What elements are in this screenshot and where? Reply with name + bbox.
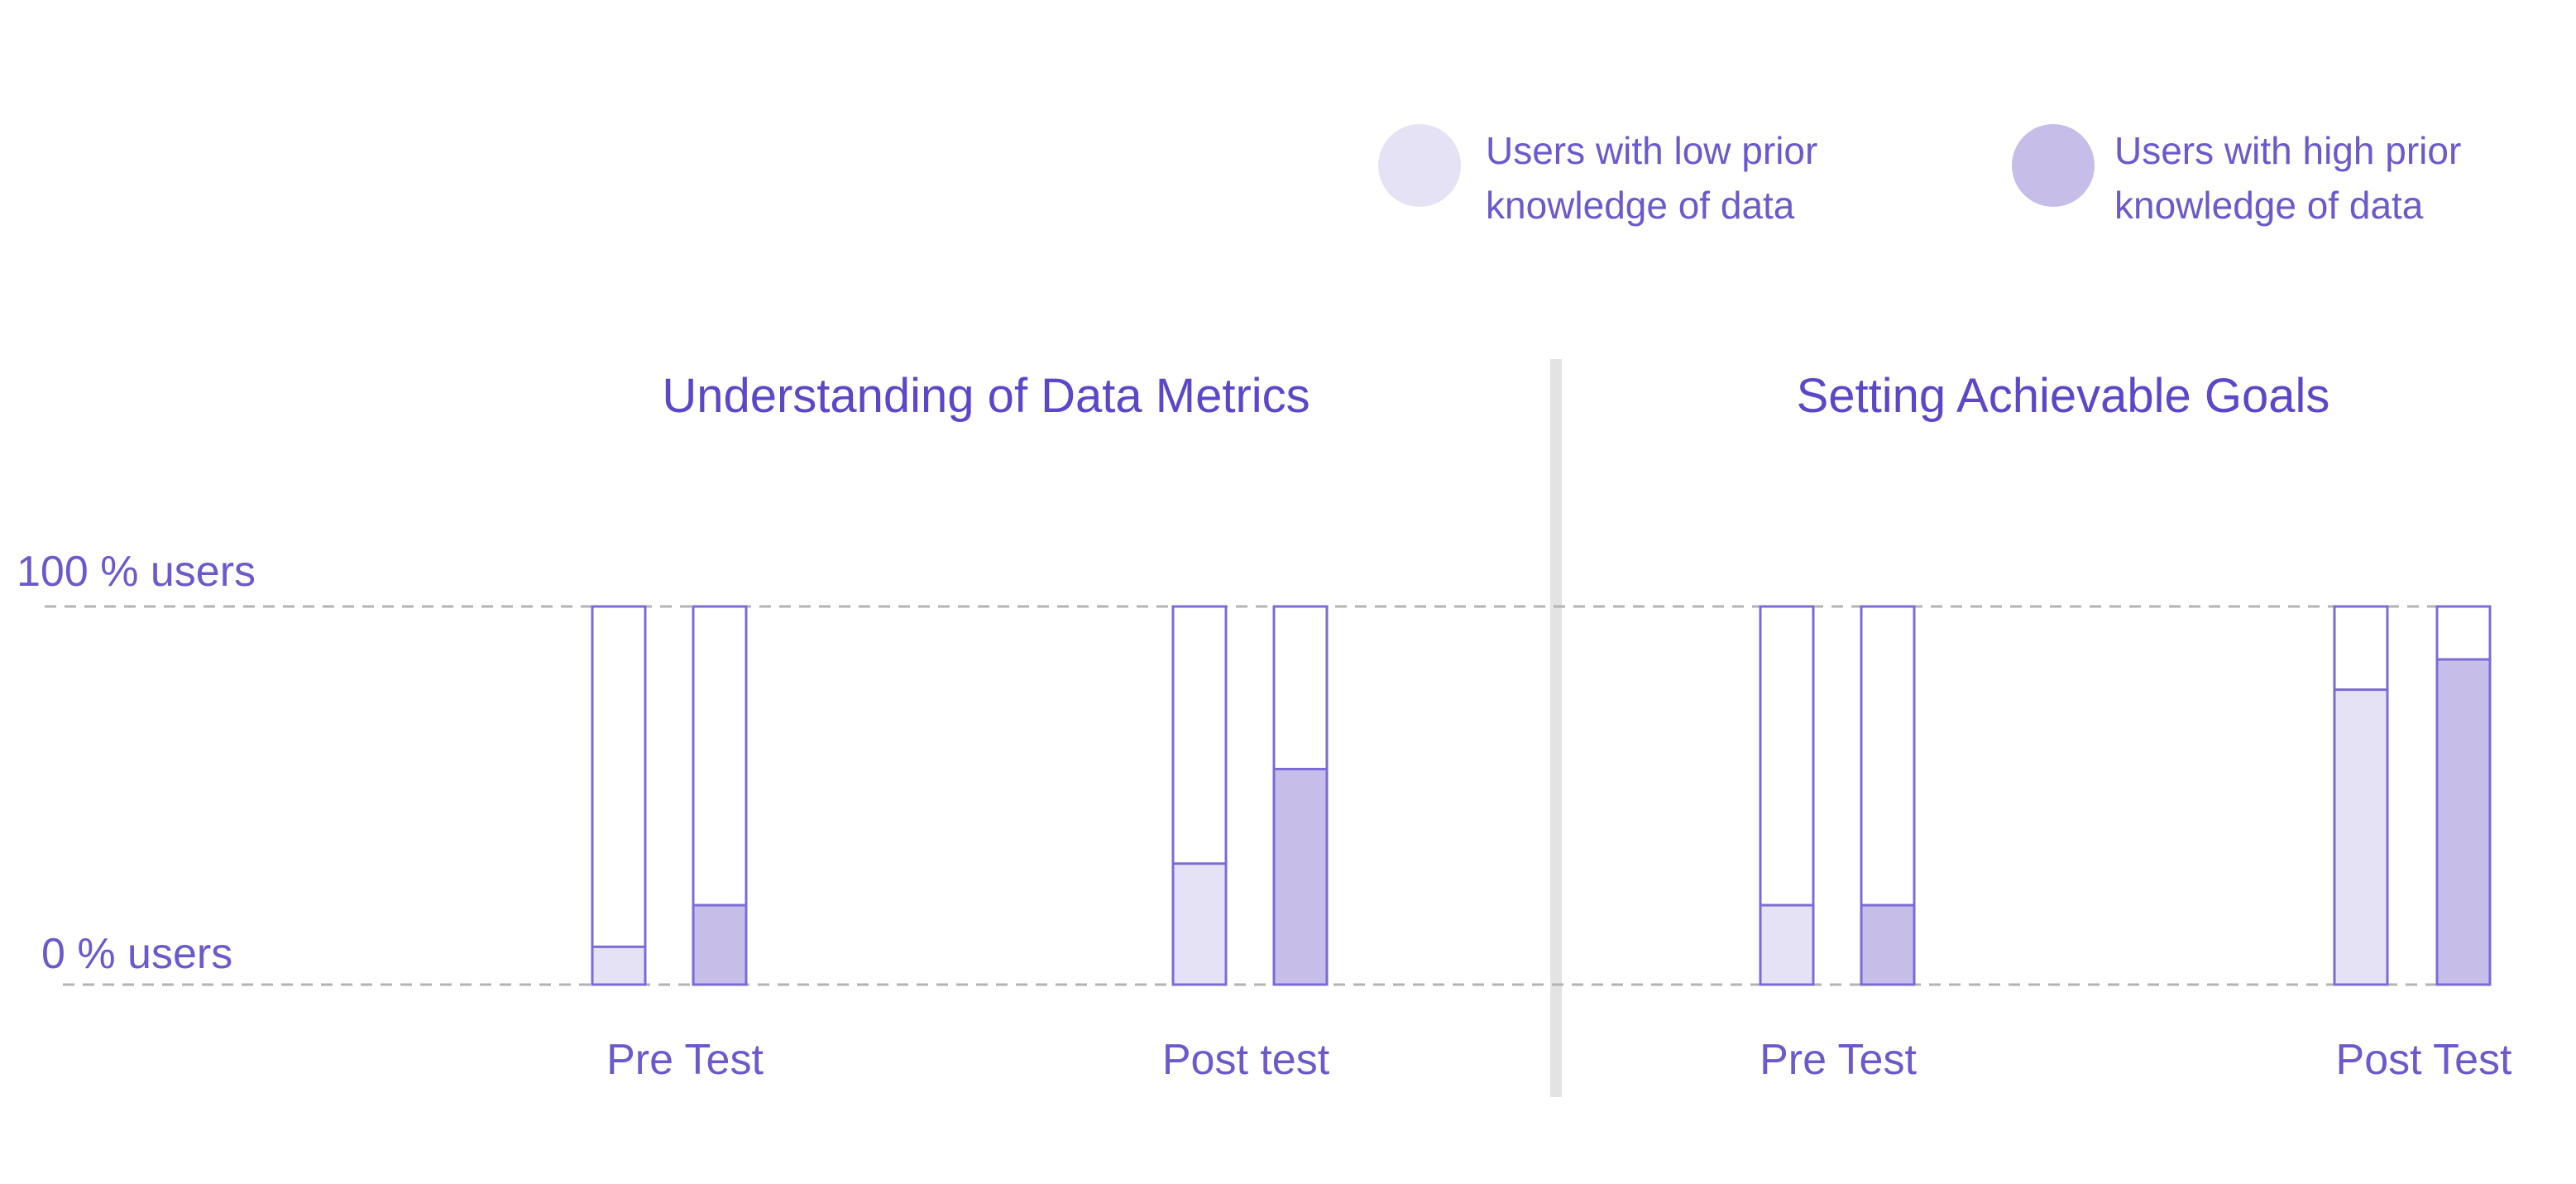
bar-data-metrics-pre-high-fill	[692, 904, 748, 986]
bar-data-metrics-post-high-fill	[1272, 768, 1329, 986]
bars-group	[591, 605, 2492, 986]
legend-label-low-line1: Users with low prior	[1486, 129, 1817, 172]
legend: Users with low prior knowledge of data U…	[1378, 124, 2461, 227]
panel-divider	[1550, 359, 1562, 1097]
bar-achievable-goals-pre-high-fill	[1860, 904, 1916, 986]
legend-swatch-high	[2012, 124, 2095, 207]
bar-data-metrics-pre-low-fill	[591, 945, 647, 986]
y-axis-label-100: 100 % users	[17, 548, 256, 596]
legend-item-low: Users with low prior knowledge of data	[1378, 124, 1817, 227]
category-label-right-pre: Pre Test	[1760, 1036, 1917, 1084]
legend-label-low-line2: knowledge of data	[1486, 184, 1795, 227]
bar-achievable-goals-pre-low-fill	[1759, 904, 1815, 986]
legend-swatch-low	[1378, 124, 1461, 207]
panel-title-left: Understanding of Data Metrics	[662, 369, 1310, 423]
panel-title-right: Setting Achievable Goals	[1797, 369, 2330, 423]
legend-label-high-line1: Users with high prior	[2114, 129, 2461, 172]
bar-achievable-goals-post-high-fill	[2435, 658, 2492, 986]
bar-achievable-goals-post-low-fill	[2333, 688, 2389, 986]
legend-label-high-line2: knowledge of data	[2114, 184, 2424, 227]
category-label-left-post: Post test	[1162, 1036, 1330, 1084]
bar-data-metrics-pre-low-track	[591, 605, 647, 986]
category-label-right-post: Post Test	[2336, 1036, 2512, 1084]
y-axis-label-0: 0 % users	[41, 930, 232, 978]
category-label-left-pre: Pre Test	[606, 1036, 764, 1084]
legend-item-high: Users with high prior knowledge of data	[2012, 124, 2461, 227]
bar-data-metrics-post-low-fill	[1171, 862, 1228, 986]
